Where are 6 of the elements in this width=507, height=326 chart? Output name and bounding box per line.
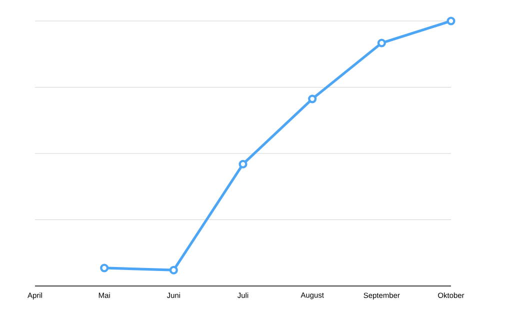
point [100,264,109,272]
point [308,94,317,104]
point [377,38,386,48]
point [238,160,248,168]
point [446,16,456,26]
point [169,266,178,274]
